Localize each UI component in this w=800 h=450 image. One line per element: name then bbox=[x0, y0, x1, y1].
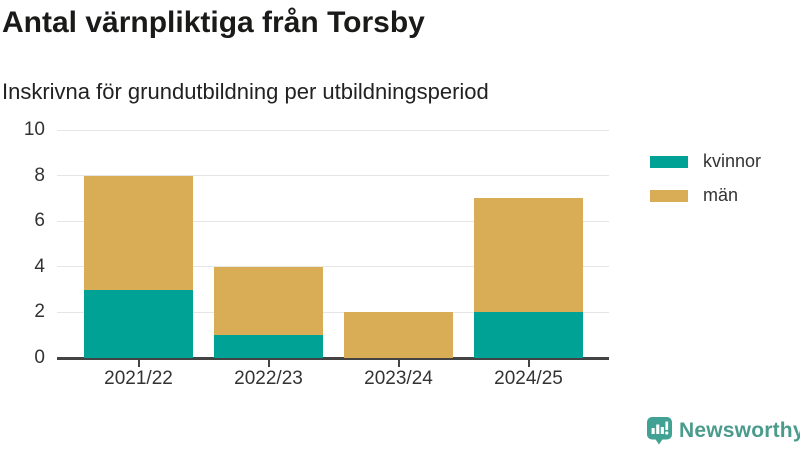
brand-footer: Newsworthy bbox=[647, 417, 800, 445]
x-axis-line bbox=[57, 356, 609, 360]
y-axis-tick-label: 2 bbox=[34, 301, 45, 323]
bar-segment-kvinnor-2022/23 bbox=[214, 335, 323, 358]
x-axis-tick bbox=[397, 359, 400, 367]
bar-segment-kvinnor-2024/25 bbox=[474, 312, 583, 358]
legend: kvinnor män bbox=[650, 151, 761, 219]
gridline-y-8 bbox=[57, 175, 609, 177]
gridline-y-10 bbox=[57, 129, 609, 131]
x-axis-tick bbox=[137, 359, 140, 367]
legend-label: män bbox=[703, 185, 739, 205]
newsworthy-logo-icon bbox=[647, 417, 672, 445]
plot-area: 0 2 4 6 8 10 2021/22 2022/23 2023/24 2024/25 bbox=[24, 119, 609, 389]
legend-swatch-män bbox=[650, 189, 688, 202]
x-axis-tick bbox=[267, 359, 270, 367]
legend-item-kvinnor: kvinnor bbox=[650, 151, 761, 172]
y-axis-tick-label: 10 bbox=[23, 119, 45, 140]
bar-segment-män-2023/24 bbox=[344, 312, 453, 358]
gridline-y-6 bbox=[57, 220, 609, 222]
legend-swatch-kvinnor bbox=[650, 155, 688, 168]
chart-subtitle: Inskrivna för grundutbildning per utbild… bbox=[2, 79, 489, 104]
y-axis-tick-label: 8 bbox=[34, 164, 45, 186]
bar-segment-män-2024/25 bbox=[474, 198, 583, 313]
gridline-y-4 bbox=[57, 266, 609, 268]
legend-label: kvinnor bbox=[703, 151, 762, 171]
legend-item-män: män bbox=[650, 185, 761, 206]
y-axis-tick-label: 0 bbox=[34, 347, 45, 368]
bar-segment-män-2021/22 bbox=[84, 175, 193, 290]
x-axis-label-2022/23: 2022/23 bbox=[234, 368, 303, 389]
gridline-y-2 bbox=[57, 311, 609, 313]
bar-segment-män-2022/23 bbox=[214, 266, 323, 336]
x-axis-label-2021/22: 2021/22 bbox=[104, 368, 173, 389]
chart-title: Antal värnpliktiga från Torsby bbox=[2, 6, 425, 39]
x-axis-label-2023/24: 2023/24 bbox=[364, 368, 433, 389]
x-axis-label-2024/25: 2024/25 bbox=[494, 368, 563, 389]
y-axis-tick-label: 4 bbox=[34, 255, 45, 277]
brand-name: Newsworthy bbox=[679, 419, 800, 442]
y-axis-tick-label: 6 bbox=[34, 210, 45, 232]
bar-segment-kvinnor-2021/22 bbox=[84, 289, 193, 358]
x-axis-tick bbox=[527, 359, 530, 367]
